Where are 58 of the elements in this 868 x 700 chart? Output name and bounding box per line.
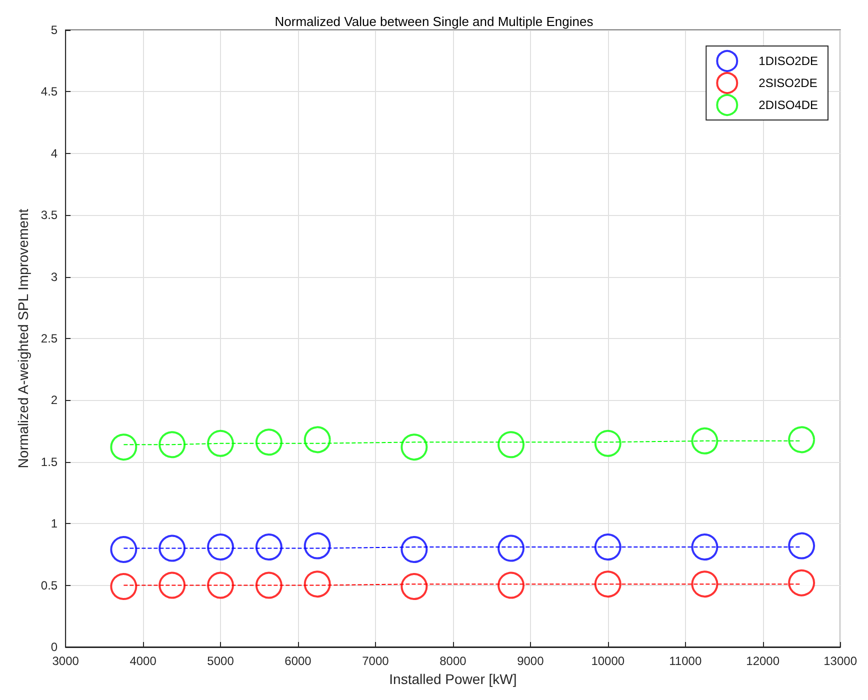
chart-title: Normalized Value between Single and Multiple Engines: [274, 14, 594, 29]
legend-label: 2DISO4DE: [758, 98, 818, 112]
x-tick-label: 12000: [746, 654, 780, 668]
point: [304, 426, 331, 454]
point: [158, 534, 186, 562]
x-tick-label: 3000: [52, 654, 80, 668]
point: [158, 431, 186, 458]
point: [207, 430, 234, 457]
point: [207, 572, 234, 599]
point: [255, 534, 282, 561]
x-tick-label: 11000: [669, 654, 702, 668]
y-tick-label: 4.5: [40, 84, 58, 99]
point: [110, 434, 138, 461]
point: [691, 427, 718, 454]
point: [498, 572, 525, 599]
x-tick-label: 10000: [591, 654, 625, 668]
x-tick-label: 6000: [284, 654, 312, 668]
point: [110, 573, 138, 600]
point: [255, 572, 282, 599]
legend-label: 1DISO2DE: [758, 54, 818, 68]
point: [691, 534, 718, 561]
point: [255, 428, 282, 456]
y-tick-label: 5: [50, 23, 58, 37]
point: [400, 536, 428, 564]
point: [304, 532, 331, 560]
point: [110, 536, 138, 564]
y-axis-title: Normalized A-weighted SPL Improvement: [15, 208, 31, 468]
point: [207, 534, 234, 561]
point: [304, 570, 331, 598]
x-tick-label: 7000: [362, 654, 390, 668]
y-tick-label: 2: [50, 393, 58, 408]
point: [788, 569, 816, 596]
point: [788, 426, 816, 454]
y-tick-label: 1: [50, 516, 58, 531]
y-tick-label: 3: [50, 270, 58, 284]
y-tick-label: 1.5: [40, 454, 58, 469]
x-tick-label: 9000: [517, 654, 544, 668]
point: [594, 534, 622, 561]
point: [158, 572, 186, 599]
point: [400, 434, 428, 461]
point: [400, 573, 428, 600]
point: [691, 570, 718, 598]
point: [498, 534, 525, 562]
x-tick-label: 5000: [207, 654, 234, 668]
legend-label: 2SISO2DE: [758, 76, 818, 90]
y-tick-label: 0.5: [40, 578, 58, 592]
point: [594, 430, 622, 457]
point: [788, 532, 816, 560]
x-axis-title: Installed Power [kW]: [389, 670, 517, 687]
x-tick-label: 13000: [824, 654, 858, 668]
y-tick-label: 0: [50, 640, 58, 654]
y-tick-label: 3.5: [40, 208, 58, 222]
y-tick-label: 4: [50, 146, 58, 160]
point: [594, 570, 622, 598]
x-tick-label: 4000: [130, 654, 157, 668]
point: [498, 431, 525, 458]
x-tick-label: 8000: [440, 654, 467, 668]
y-tick-label: 2.5: [40, 332, 58, 346]
